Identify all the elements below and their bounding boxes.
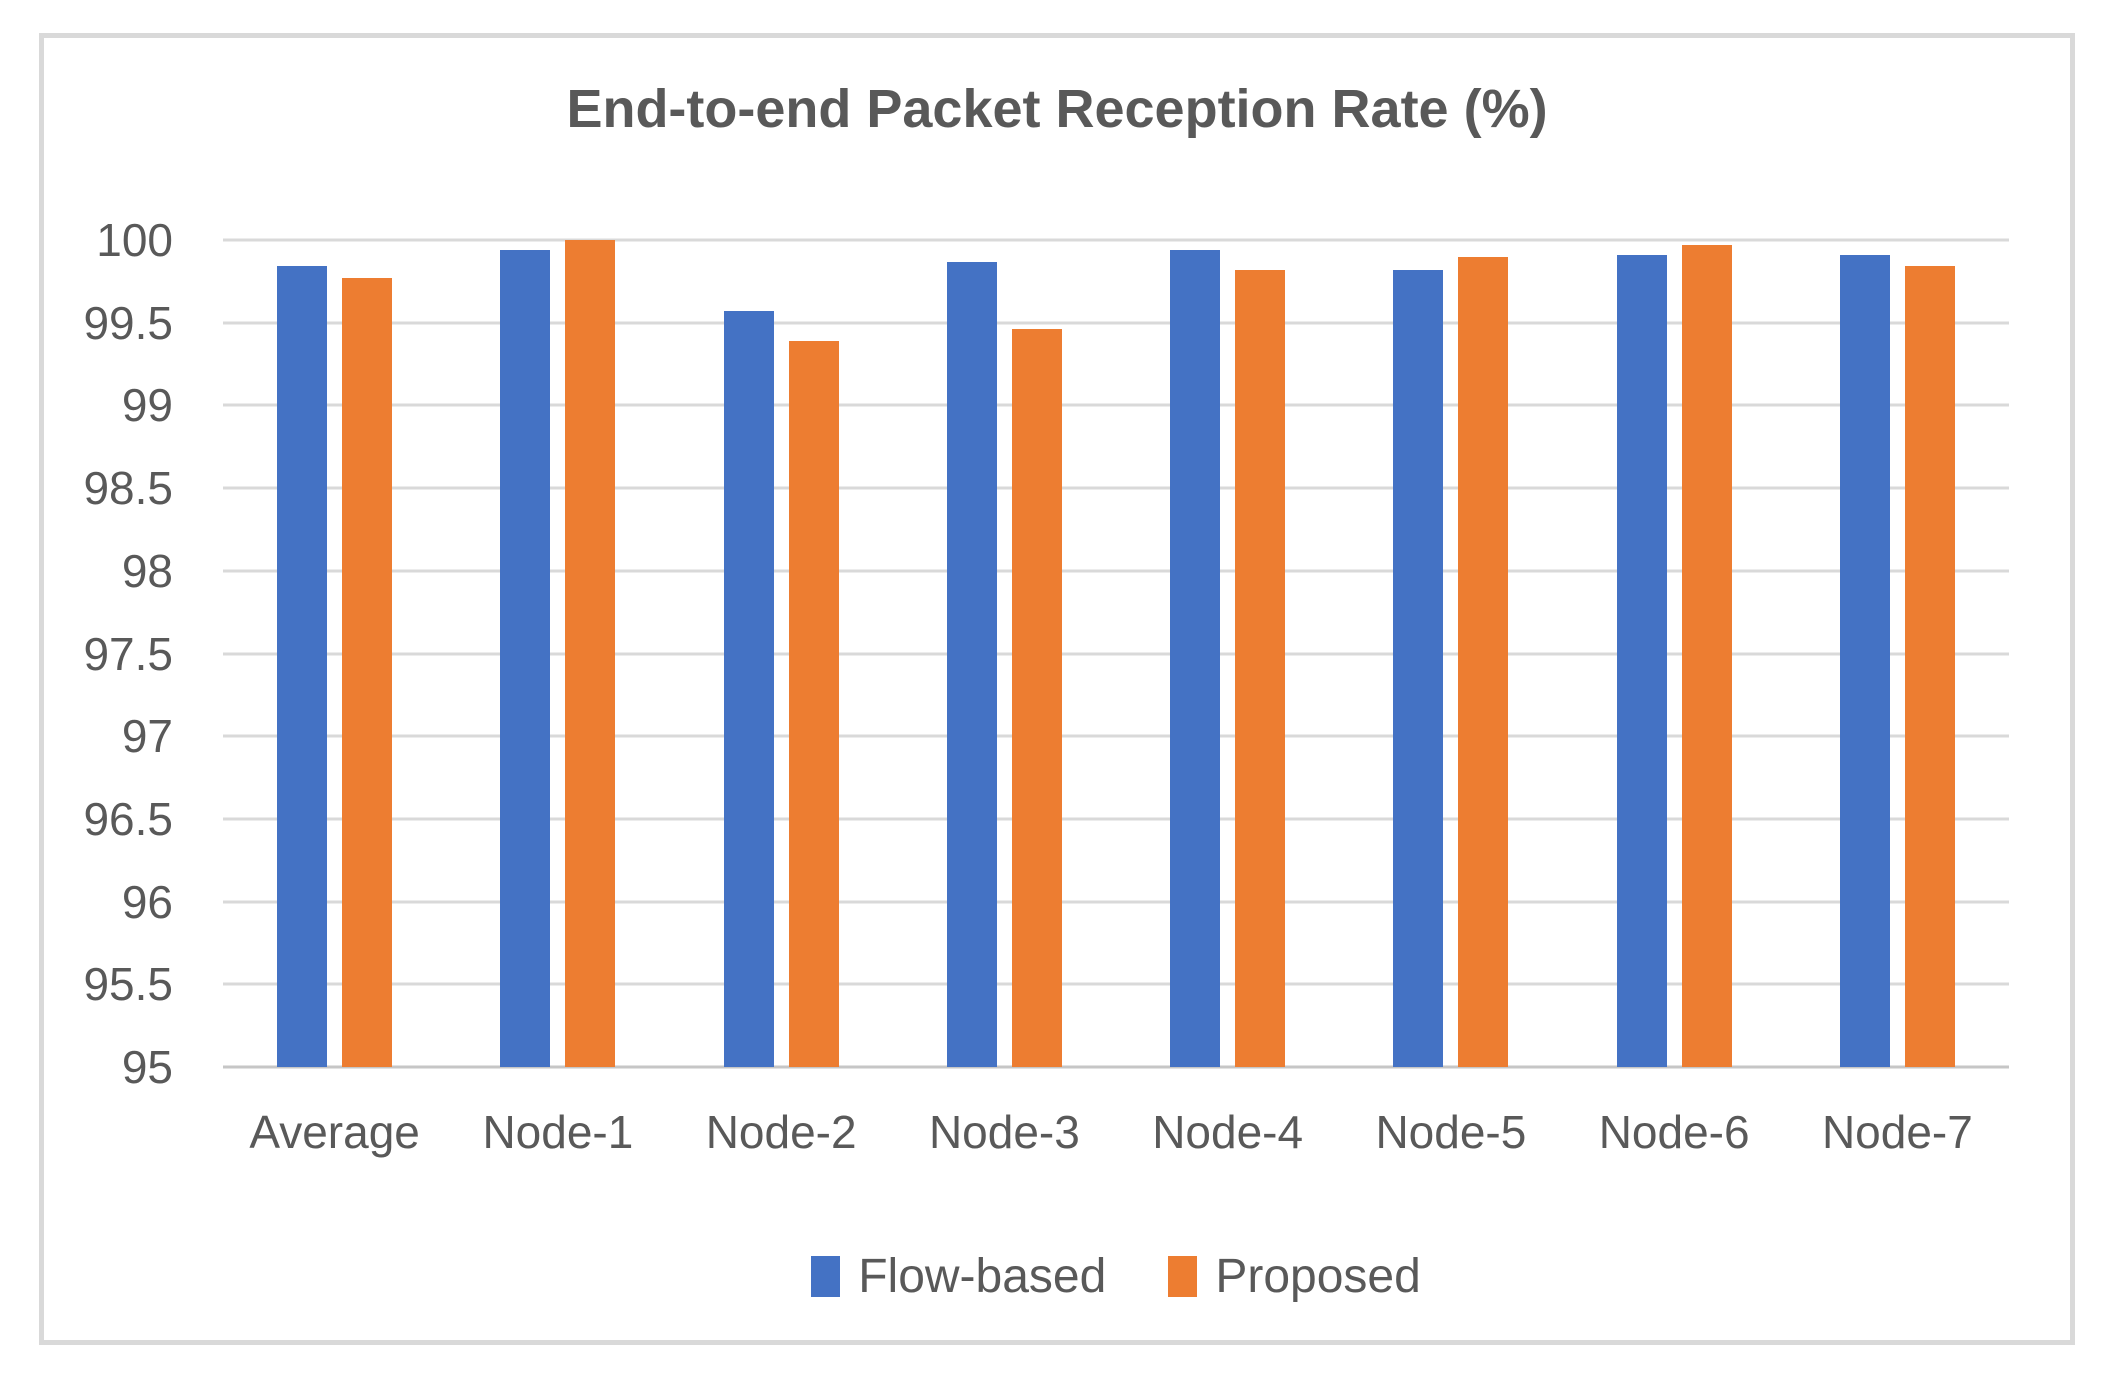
plot-area: 100 99.5 99 98.5 98 97.5 97 96.5 96 95.5 95 Averag… xyxy=(83,214,2009,1303)
bar-proposed-node-2 xyxy=(788,340,839,1067)
legend-label-flow-based: Flow-based xyxy=(858,1250,1107,1303)
y-axis: 100 99.5 99 98.5 98 97.5 97 96.5 96 95.5 95 xyxy=(13,214,173,1093)
x-axis-label-node-3: Node-3 xyxy=(928,1106,1080,1158)
bar-group-average xyxy=(223,240,446,1067)
bar-group-node-6 xyxy=(1563,240,1786,1067)
bar-flow-based-node-1 xyxy=(500,249,551,1067)
y-axis-tick-label: 97.5 xyxy=(83,627,173,680)
x-axis-label-node-7: Node-7 xyxy=(1821,1106,1973,1158)
legend-item-flow-based: Flow-based xyxy=(811,1249,1106,1304)
legend-label-proposed: Proposed xyxy=(1215,1250,1421,1303)
bar-proposed-node-3 xyxy=(1011,329,1062,1067)
x-axis-label-average: Average xyxy=(249,1106,420,1158)
y-axis-tick-label: 98 xyxy=(121,544,173,597)
bar-flow-based-node-6 xyxy=(1616,254,1667,1067)
bar-group-node-1 xyxy=(446,240,669,1067)
x-axis-line xyxy=(223,1065,2009,1069)
bar-flow-based-node-2 xyxy=(723,311,774,1067)
bar-proposed-node-6 xyxy=(1681,244,1732,1067)
bars-layer xyxy=(223,240,2009,1067)
bar-proposed-average xyxy=(342,278,393,1067)
y-axis-tick-label: 99 xyxy=(121,379,173,432)
bar-flow-based-node-5 xyxy=(1393,269,1444,1067)
bar-group-node-3 xyxy=(893,240,1116,1067)
gridline xyxy=(223,403,2009,407)
bar-group-node-2 xyxy=(670,240,893,1067)
chart-frame: End-to-end Packet Reception Rate (%) 100… xyxy=(39,33,2075,1345)
chart-title: End-to-end Packet Reception Rate (%) xyxy=(566,79,1548,139)
gridline xyxy=(223,569,2009,573)
bar-group-node-7 xyxy=(1786,240,2009,1067)
y-axis-tick-label: 95 xyxy=(121,1041,173,1093)
x-axis-label-node-2: Node-2 xyxy=(705,1106,857,1158)
x-axis-label-node-6: Node-6 xyxy=(1598,1106,1750,1158)
bar-proposed-node-5 xyxy=(1458,256,1509,1067)
x-axis-label-node-4: Node-4 xyxy=(1152,1106,1304,1158)
bar-flow-based-node-7 xyxy=(1839,254,1890,1067)
x-axis-label-node-1: Node-1 xyxy=(482,1106,634,1158)
gridline xyxy=(223,817,2009,821)
bar-flow-based-node-4 xyxy=(1170,249,1221,1067)
bar-proposed-node-7 xyxy=(1904,266,1955,1067)
bar-group-node-5 xyxy=(1339,240,1562,1067)
y-axis-tick-label: 99.5 xyxy=(83,296,173,349)
bar-proposed-node-1 xyxy=(565,240,616,1067)
y-axis-tick-label: 98.5 xyxy=(83,462,173,515)
legend-swatch-proposed xyxy=(1168,1256,1198,1297)
bar-proposed-node-4 xyxy=(1235,269,1286,1067)
gridline xyxy=(223,238,2009,242)
y-axis-tick-label: 100 xyxy=(96,214,173,266)
x-axis-label-node-5: Node-5 xyxy=(1375,1106,1527,1158)
bar-group-node-4 xyxy=(1116,240,1339,1067)
y-axis-tick-label: 96.5 xyxy=(83,792,173,845)
y-axis-tick-label: 96 xyxy=(121,875,173,928)
legend: Flow-based Proposed xyxy=(223,1249,2009,1304)
bar-flow-based-node-3 xyxy=(946,261,997,1067)
gridline xyxy=(223,900,2009,904)
gridline xyxy=(223,486,2009,490)
gridline xyxy=(223,734,2009,738)
y-axis-tick-label: 97 xyxy=(121,710,173,763)
gridline xyxy=(223,321,2009,325)
legend-item-proposed: Proposed xyxy=(1168,1249,1421,1304)
gridline xyxy=(223,652,2009,655)
y-axis-tick-label: 95.5 xyxy=(83,958,173,1011)
legend-swatch-flow-based xyxy=(811,1256,841,1297)
bar-flow-based-average xyxy=(277,266,328,1067)
gridline xyxy=(223,982,2009,986)
x-axis: Average Node-1 Node-2 Node-3 Node-4 Node-5 Nod… xyxy=(223,1105,2009,1159)
